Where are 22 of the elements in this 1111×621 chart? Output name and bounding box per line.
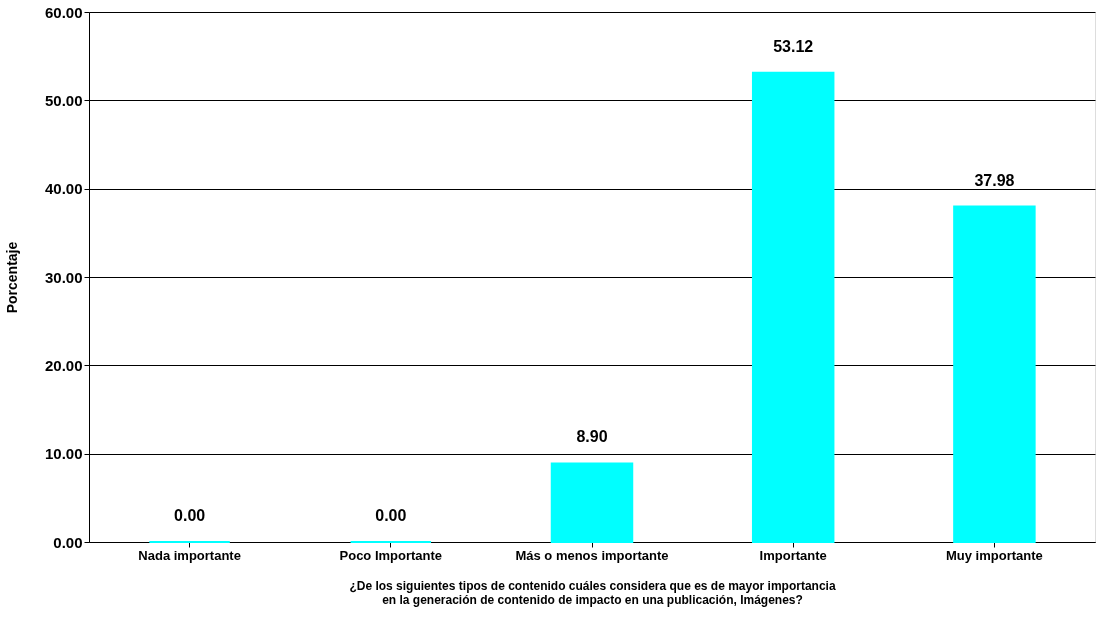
x-tick-label: Muy importante bbox=[946, 547, 1043, 563]
y-tick-label: 20.00 bbox=[44, 356, 83, 374]
y-tick-label: 60.00 bbox=[44, 3, 83, 21]
x-tick-label: Más o menos importante bbox=[515, 547, 669, 563]
bar bbox=[550, 462, 634, 543]
x-tick-label: Poco Importante bbox=[339, 547, 443, 563]
data-label: 8.90 bbox=[576, 428, 608, 446]
y-tick-label: 10.00 bbox=[44, 445, 83, 463]
data-label: 0.00 bbox=[174, 507, 206, 524]
x-tick-label: Importante bbox=[759, 547, 827, 563]
bar bbox=[953, 205, 1036, 543]
x-tick-label: Nada importante bbox=[138, 547, 241, 563]
y-axis-title: Porcentaje bbox=[3, 241, 20, 314]
data-label: 37.98 bbox=[974, 171, 1015, 189]
data-label: 53.12 bbox=[773, 37, 814, 55]
y-tick-label: 50.00 bbox=[44, 91, 83, 109]
y-tick-label: 40.00 bbox=[44, 180, 83, 198]
data-label: 0.00 bbox=[375, 507, 407, 524]
y-tick-label: 0.00 bbox=[53, 533, 83, 551]
bar bbox=[751, 71, 835, 543]
y-tick-label: 30.00 bbox=[44, 268, 83, 286]
x-axis-title: ¿De los siguientes tipos de contenido cuáles considera que es de mayor importancia en la generación de contenido de impacto en una publicación, Imágenes? bbox=[349, 578, 836, 607]
